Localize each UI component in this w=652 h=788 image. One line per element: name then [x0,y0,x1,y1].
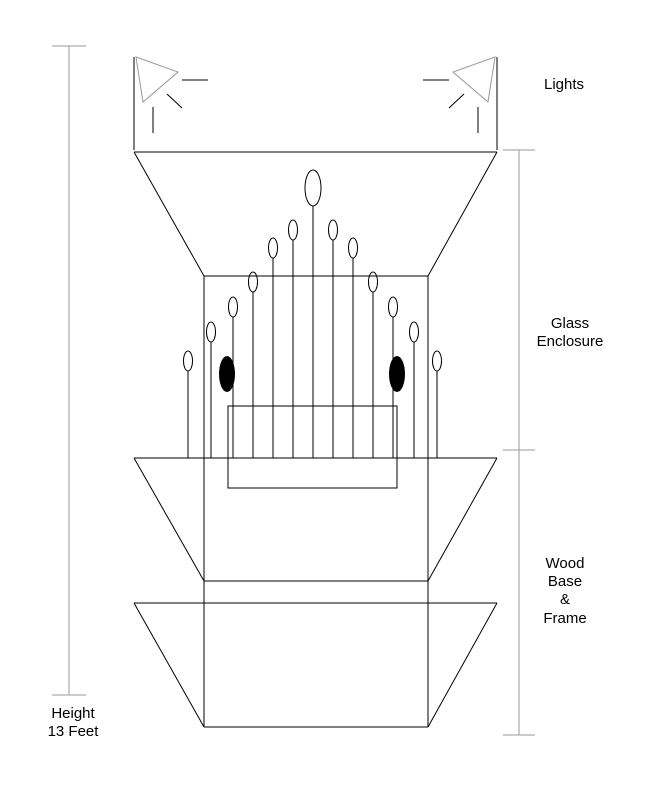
glass-enclosure [133,151,498,458]
glass-label-line1: Glass [551,315,589,332]
light-supports [133,57,498,150]
spotlight-right-icon [423,56,496,133]
filled-bulb-right [389,356,405,392]
glass-label-line2: Enclosure [537,333,604,350]
height-dimension [52,45,86,696]
lights-label: Lights [544,76,584,93]
wood-base-upper [133,457,498,582]
wood-base-lower [133,581,498,728]
height-label-line1: Height [51,705,95,722]
wood-label-line2: Base [548,573,582,590]
filled-bulb-left [219,356,235,392]
height-label: Height 13 Feet [48,705,100,740]
wood-base-label: Wood Base & Frame [543,555,586,627]
wood-label-line3: & [560,591,570,608]
section-dimension [503,149,535,736]
candelabra [183,169,442,489]
glass-enclosure-label: Glass Enclosure [537,315,604,350]
wood-label-line4: Frame [543,610,586,627]
spotlight-left-icon [135,56,208,133]
wood-label-line1: Wood [546,555,585,572]
height-label-line2: 13 Feet [48,723,100,740]
